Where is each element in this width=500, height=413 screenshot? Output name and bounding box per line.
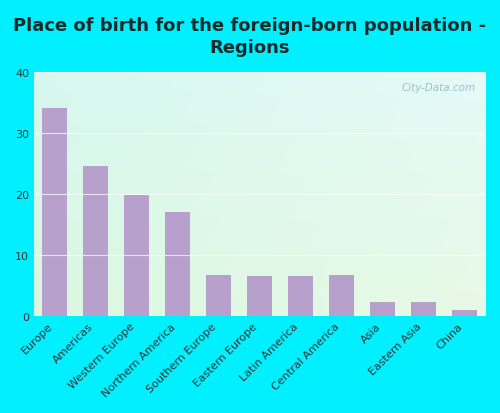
Bar	[165, 213, 190, 316]
Bar	[329, 275, 354, 316]
Bar	[124, 196, 149, 316]
Text: Place of birth for the foreign-born population -
Regions: Place of birth for the foreign-born popu…	[14, 17, 486, 57]
Bar	[83, 167, 108, 316]
Bar	[452, 310, 477, 316]
Bar	[42, 109, 67, 316]
Text: City-Data.com: City-Data.com	[402, 82, 476, 93]
Bar	[247, 276, 272, 316]
Bar	[206, 275, 231, 316]
Bar	[411, 302, 436, 316]
Bar	[370, 303, 395, 316]
Bar	[288, 277, 313, 316]
